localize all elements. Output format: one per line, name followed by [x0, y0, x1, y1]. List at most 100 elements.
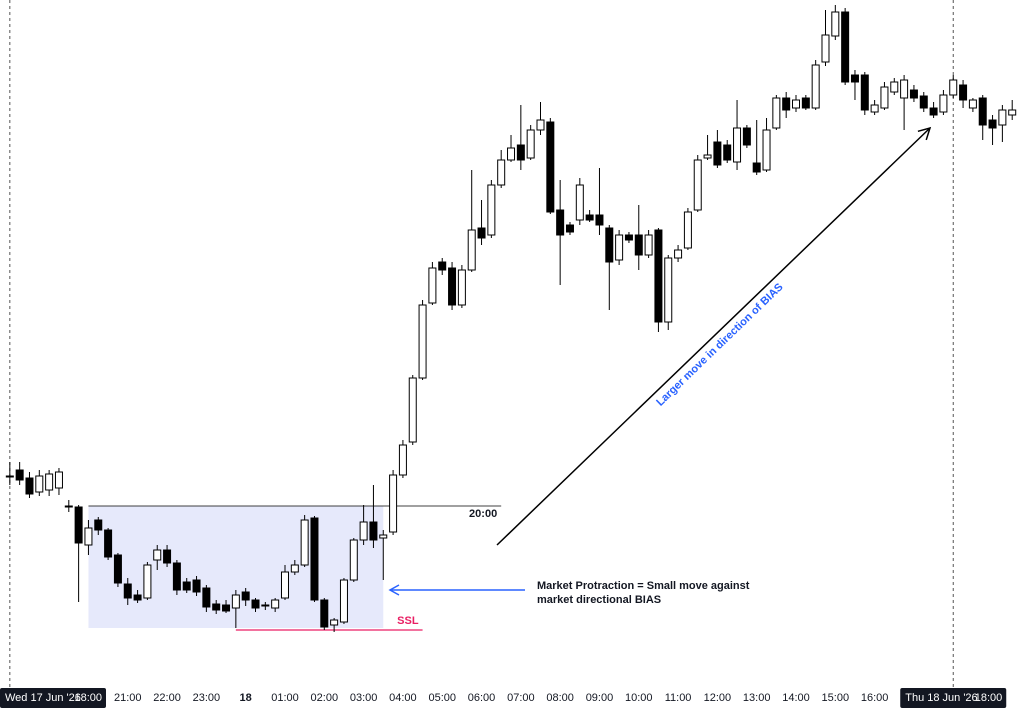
candle-body [457, 269, 466, 306]
candle-body [182, 581, 191, 591]
candle-body [448, 267, 457, 306]
candle-body [389, 474, 398, 533]
candle-body [163, 549, 172, 564]
candle-body [939, 94, 948, 113]
candle-body [959, 84, 968, 101]
candle-body [723, 144, 732, 161]
candle-body [801, 97, 810, 109]
candle-body [133, 594, 142, 601]
candle-body [909, 89, 918, 99]
candle-body [438, 261, 447, 271]
candle-body [526, 129, 535, 159]
annotation-text: Market Protraction = Small move against [537, 580, 750, 592]
ssl-label: SSL [397, 615, 419, 627]
candle-body [1008, 109, 1017, 116]
candle-body [300, 519, 309, 566]
candle-body [280, 571, 289, 599]
candle-body [556, 209, 565, 236]
candle-body [241, 591, 250, 601]
candle-body [693, 159, 702, 211]
candle-body [310, 517, 319, 601]
candle-body [418, 304, 427, 379]
x-tick-label: 09:00 [586, 692, 614, 704]
candle-body [654, 229, 663, 323]
candle-body [821, 34, 830, 63]
annotation-text: Larger move in direction of BIAS [654, 281, 785, 409]
x-tick-label: 04:00 [389, 692, 417, 704]
candle-body [231, 594, 240, 609]
candle-body [212, 603, 221, 611]
candle-body [45, 473, 54, 491]
candle-body [742, 127, 751, 146]
x-tick-label: 06:00 [468, 692, 496, 704]
candle-body [251, 599, 260, 609]
candle-body [507, 147, 516, 161]
candle-body [782, 97, 791, 111]
candle-body [202, 587, 211, 608]
candle-body [674, 249, 683, 259]
candle-body [487, 184, 496, 236]
candle-body [261, 604, 270, 607]
session-box [0, 688, 106, 708]
x-tick-label: 15:00 [822, 692, 850, 704]
candle-body [497, 159, 506, 186]
candle-body [398, 444, 407, 476]
candle-body [222, 604, 231, 612]
candle-body [64, 505, 73, 508]
session-date: Wed 17 Jun '26 [5, 692, 81, 704]
candle-body [703, 154, 712, 159]
candle-body [900, 79, 909, 99]
candle-body [339, 579, 348, 623]
bias-arrow [496, 126, 932, 546]
candle-body [408, 377, 417, 443]
x-tick-label: 18 [240, 692, 252, 704]
candle-body [752, 162, 761, 173]
candle-body [595, 214, 604, 226]
x-tick-label: 10:00 [625, 692, 653, 704]
x-tick-label: 02:00 [311, 692, 339, 704]
candle-body [290, 564, 299, 573]
candle-body [379, 534, 388, 539]
candle-body [349, 539, 358, 581]
candle-body [615, 234, 624, 261]
x-tick-label: 16:00 [861, 692, 889, 704]
candle-body [762, 129, 771, 171]
session-date: Thu 18 Jun '26 [905, 692, 977, 704]
candle-body [713, 141, 722, 166]
candle-body [536, 119, 545, 131]
candle-body [330, 619, 339, 626]
x-tick-label: 11:00 [665, 692, 692, 704]
x-tick-label: 07:00 [507, 692, 535, 704]
annotation-text: market directional BIAS [537, 594, 661, 606]
level-label: 20:00 [469, 508, 497, 520]
x-axis: 21:00 22:00 23:00 18 01:00 02:00 03:00 04:00 05:… [0, 688, 1007, 708]
candle-body [565, 224, 574, 233]
session-time: 18:00 [975, 692, 1003, 704]
candle-body [575, 184, 584, 221]
candle-body [733, 127, 742, 163]
x-axis-strip [0, 688, 1024, 712]
candle-body [192, 579, 201, 593]
candle-body [25, 477, 34, 495]
candle-body [172, 562, 181, 591]
candle-body [929, 107, 938, 116]
candle-body [516, 144, 525, 161]
x-tick-label: 01:00 [271, 692, 299, 704]
candle-body [271, 599, 280, 609]
session-time: 18:00 [74, 692, 102, 704]
candle-body [5, 475, 14, 478]
candle-body [831, 11, 840, 37]
candle-body [359, 521, 368, 541]
candle-body [624, 234, 633, 241]
candle-body [428, 267, 437, 304]
candle-body [54, 471, 63, 489]
x-tick-label: 13:00 [743, 692, 771, 704]
candle-body [850, 74, 859, 83]
candle-body [467, 229, 476, 271]
candle-body [880, 86, 889, 109]
x-tick-label: 21:00 [114, 692, 142, 704]
candle-body [634, 234, 643, 256]
candle-body [841, 11, 850, 83]
candle-body [998, 109, 1007, 126]
